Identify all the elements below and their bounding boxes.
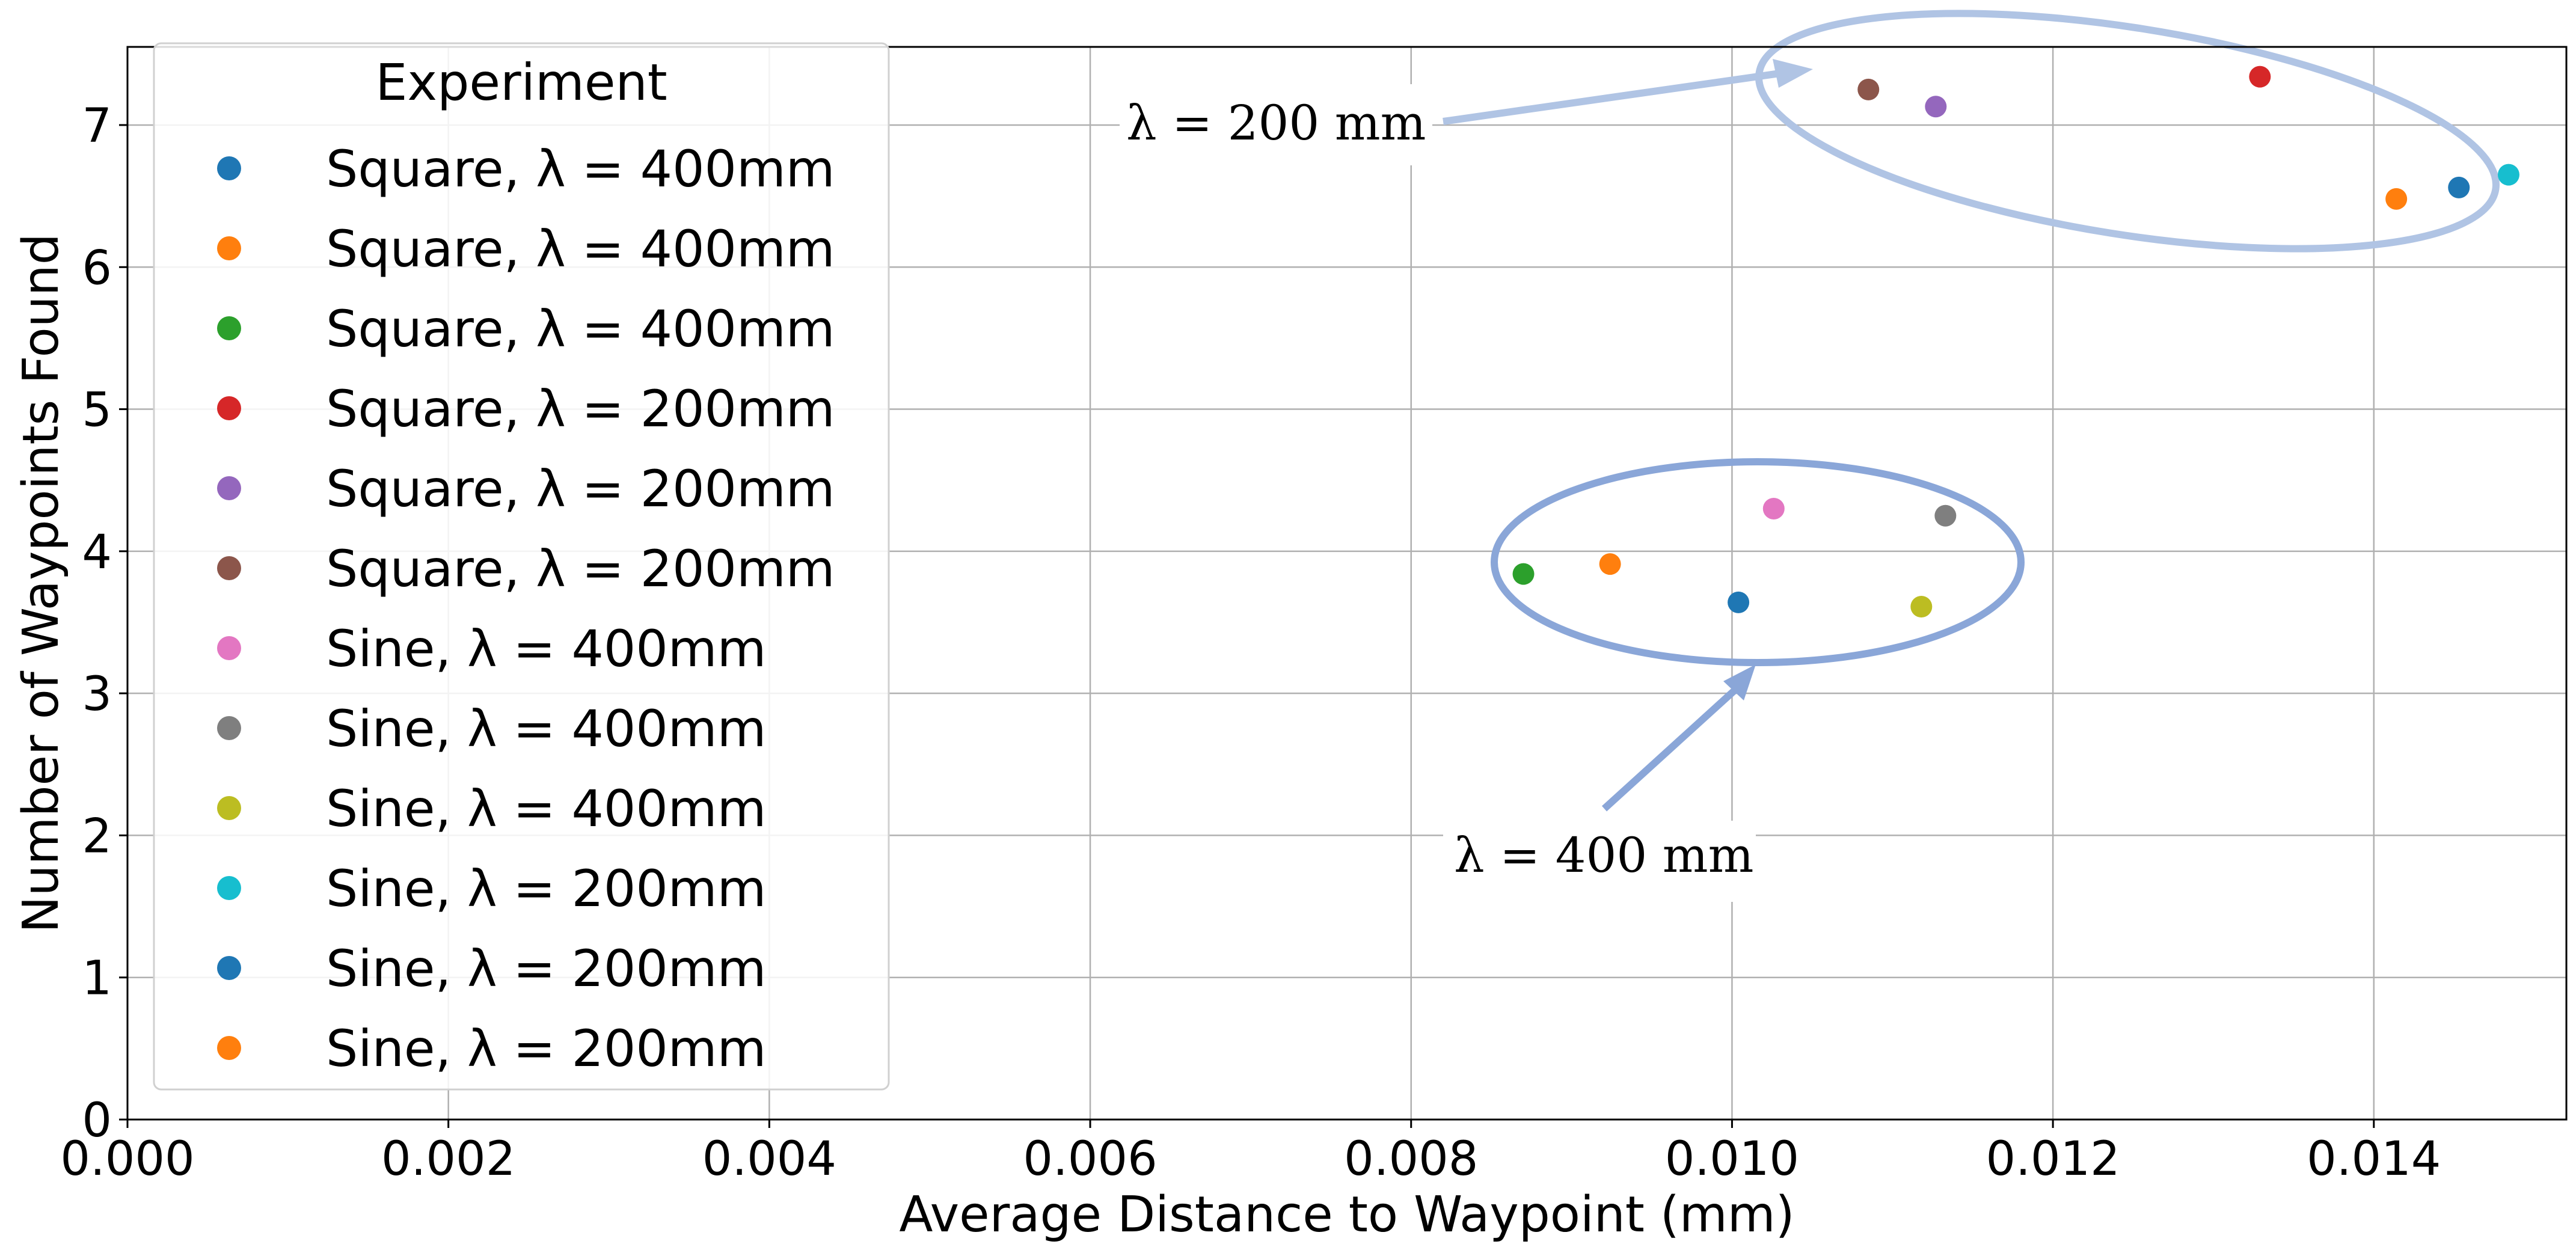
annotation-arrow-200 (1443, 70, 1780, 125)
x-tick-label: 0.012 (1986, 1132, 2120, 1186)
plot-frame (126, 46, 2568, 1121)
legend-marker (217, 156, 241, 180)
y-tick-label: 5 (82, 384, 112, 438)
legend-marker (217, 876, 241, 900)
data-point (1512, 563, 1535, 585)
legend-label: Square, λ = 400mm (326, 139, 835, 198)
y-tick-label: 7 (82, 99, 112, 153)
data-point (2249, 66, 2271, 88)
legend-label: Sine, λ = 400mm (326, 699, 766, 758)
legend-marker (217, 796, 241, 820)
x-tick-label: 0.004 (702, 1132, 836, 1186)
annotation-label-bg-400 (1443, 821, 1756, 902)
data-point (1762, 497, 1785, 519)
legend-label: Square, λ = 200mm (326, 539, 835, 598)
x-tick-label: 0.006 (1023, 1132, 1157, 1186)
y-tick-label: 1 (82, 952, 112, 1006)
x-tick-label: 0.008 (1344, 1132, 1478, 1186)
legend-label: Sine, λ = 200mm (326, 859, 766, 918)
annotation-labels: λ = 200 mm λ = 400 mm (1120, 84, 1756, 902)
ticks: 0.000 0.002 0.004 0.006 0.008 0.010 0.012 0.014… (60, 99, 2441, 1186)
annotation-label-200: λ = 200 mm (1126, 95, 1426, 151)
legend: Experiment Square, λ = 400mm Square, λ = … (153, 42, 890, 1091)
annotation-arrowhead-200 (1773, 59, 1813, 88)
legend-title: Experiment (375, 53, 667, 112)
legend-label: Square, λ = 200mm (326, 379, 835, 438)
legend-marker (217, 476, 241, 500)
y-tick-label: 0 (82, 1094, 112, 1148)
legend-marker (217, 236, 241, 260)
legend-marker (217, 556, 241, 580)
data-point (1934, 504, 1957, 527)
x-tick-label: 0.000 (60, 1132, 194, 1186)
data-point (1728, 591, 1750, 613)
legend-label: Square, λ = 400mm (326, 299, 835, 358)
data-points (1512, 66, 2519, 617)
legend-label: Sine, λ = 200mm (326, 939, 766, 998)
data-point (1857, 78, 1880, 100)
y-axis-label: Number of Waypoints Found (13, 233, 70, 933)
data-point (2448, 176, 2470, 198)
x-tick-label: 0.010 (1665, 1132, 1799, 1186)
x-tick-label: 0.014 (2307, 1132, 2441, 1186)
y-tick-label: 6 (82, 241, 112, 295)
legend-marker (217, 316, 241, 340)
y-tick-label: 2 (82, 809, 112, 863)
legend-label: Square, λ = 400mm (326, 219, 835, 278)
data-point (2497, 164, 2519, 186)
data-point (1910, 595, 1933, 617)
legend-marker (217, 716, 241, 740)
x-axis-label: Average Distance to Waypoint (mm) (899, 1186, 1794, 1243)
annotation-arrowhead-400 (1723, 664, 1756, 700)
y-tick-label: 4 (82, 525, 112, 580)
legend-label: Sine, λ = 200mm (326, 1019, 766, 1078)
legend-marker (217, 1036, 241, 1060)
annotation-ellipse-400 (1491, 458, 2025, 666)
legend-label: Square, λ = 200mm (326, 459, 835, 518)
data-point (1599, 553, 1621, 575)
legend-marker (217, 636, 241, 660)
annotation-arrow-400 (1601, 687, 1738, 812)
legend-box (153, 42, 890, 1091)
legend-marker (217, 396, 241, 420)
y-tick-label: 3 (82, 667, 112, 722)
annotation-label-bg-200 (1120, 84, 1432, 165)
legend-label: Sine, λ = 400mm (326, 619, 766, 678)
data-point (1925, 96, 1947, 118)
annotation-label-400: λ = 400 mm (1454, 827, 1753, 883)
annotation-shapes (1443, 10, 2500, 812)
x-tick-label: 0.002 (381, 1132, 515, 1186)
legend-marker (217, 956, 241, 980)
legend-label: Sine, λ = 400mm (326, 779, 766, 838)
data-point (2385, 188, 2408, 210)
